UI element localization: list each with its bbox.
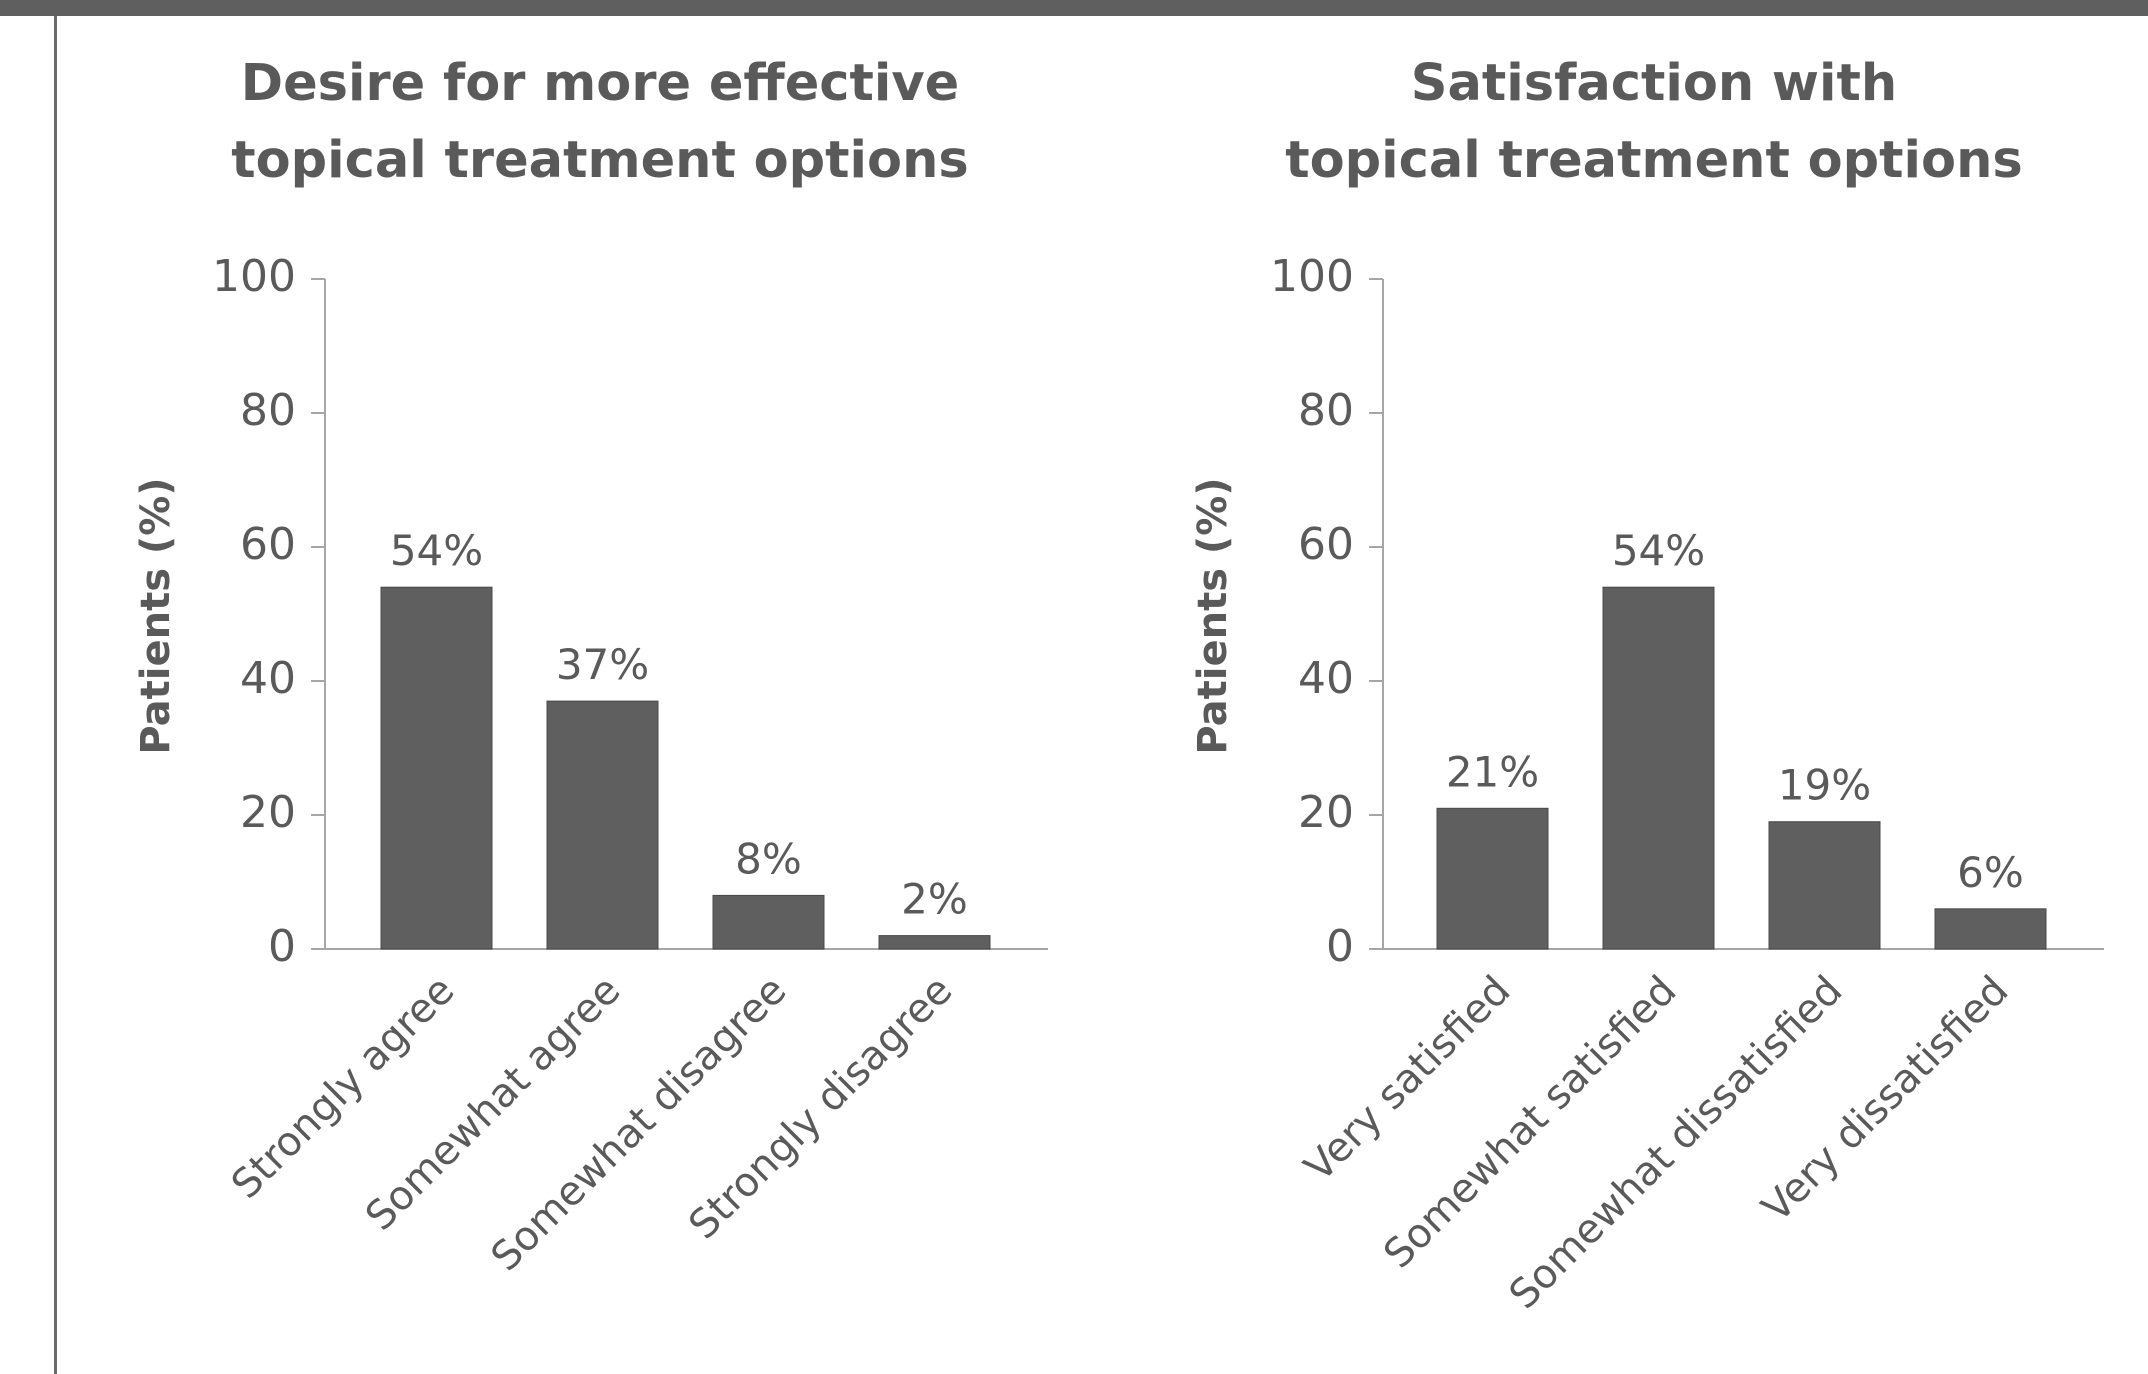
chart-2: Satisfaction with topical treatment optio…: [1190, 54, 2104, 1318]
y-tick-label: 100: [1270, 251, 1354, 302]
bar: [1436, 807, 1549, 950]
y-axis-label: Patients (%): [1190, 477, 1236, 754]
y-tick-label: 80: [240, 385, 296, 436]
data-label: 54%: [1612, 526, 1705, 575]
y-tick-label: 60: [1298, 519, 1354, 570]
data-label: 19%: [1778, 761, 1871, 810]
data-label: 6%: [1957, 848, 2024, 897]
data-label: 54%: [390, 526, 483, 575]
bar: [1768, 821, 1881, 950]
y-tick-label: 40: [240, 653, 296, 704]
y-tick-label: 80: [1298, 385, 1354, 436]
bar: [878, 935, 991, 950]
data-label: 8%: [735, 834, 802, 883]
data-label: 37%: [556, 640, 649, 689]
y-tick-label: 20: [240, 787, 296, 838]
y-tick-label: 40: [1298, 653, 1354, 704]
bar: [712, 894, 825, 950]
y-tick-label: 20: [1298, 787, 1354, 838]
category-label: Somewhat satisfied: [1375, 967, 1685, 1277]
category-label: Somewhat disagree: [482, 967, 795, 1280]
y-tick-label: 0: [268, 921, 296, 972]
y-axis-label: Patients (%): [133, 477, 179, 754]
bar: [1602, 586, 1715, 950]
data-label: 21%: [1446, 747, 1539, 796]
chart-title-line: topical treatment options: [231, 131, 968, 190]
top-bar: [0, 0, 2148, 16]
chart-1: Desire for more effective topical treatme…: [133, 54, 1048, 1280]
chart-title-line: Desire for more effective: [241, 54, 959, 113]
data-label: 2%: [901, 875, 968, 924]
y-tick-label: 0: [1326, 921, 1354, 972]
category-label: Somewhat dissatisfied: [1501, 967, 1852, 1318]
left-border: [54, 16, 57, 1374]
bar: [380, 586, 493, 950]
bar: [1934, 908, 2047, 950]
y-tick-label: 100: [212, 251, 296, 302]
bar: [546, 700, 659, 950]
chart-title-line: Satisfaction with: [1411, 54, 1897, 113]
chart-title-line: topical treatment options: [1285, 131, 2022, 190]
y-tick-label: 60: [240, 519, 296, 570]
